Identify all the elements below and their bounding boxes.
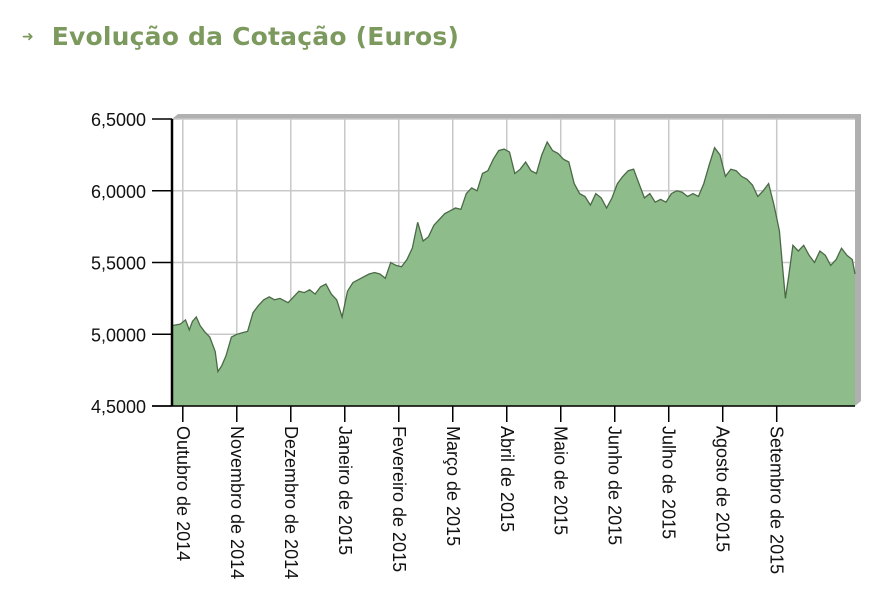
chart-axes	[152, 118, 855, 422]
x-tick-label: Agosto de 2015	[713, 426, 733, 552]
chart-header: ➜ Evolução da Cotação (Euros)	[22, 22, 459, 51]
x-tick-label: Abril de 2015	[497, 426, 517, 532]
y-axis-labels: 6,5000 6,0000 5,5000 5,0000 4,5000	[91, 110, 146, 417]
y-tick-label: 6,5000	[91, 110, 146, 130]
x-tick-label: Novembro de 2014	[227, 426, 247, 579]
y-tick-label: 5,5000	[91, 254, 146, 274]
price-area	[172, 142, 855, 406]
y-tick-label: 5,0000	[91, 325, 146, 345]
chart-title: Evolução da Cotação (Euros)	[51, 22, 460, 51]
price-line	[171, 140, 856, 374]
x-tick-label: Julho de 2015	[659, 426, 679, 539]
y-tick-label: 4,5000	[91, 397, 146, 417]
x-tick-label: Janeiro de 2015	[335, 426, 355, 555]
x-axis-labels: Outubro de 2014 Novembro de 2014 Dezembro …	[173, 426, 787, 579]
arrow-right-icon: ➜	[22, 28, 34, 45]
y-tick-label: 6,0000	[91, 182, 146, 202]
x-tick-label: Fevereiro de 2015	[389, 426, 409, 572]
x-tick-label: Outubro de 2014	[173, 426, 193, 561]
x-tick-label: Dezembro de 2014	[281, 426, 301, 579]
x-tick-label: Setembro de 2015	[767, 426, 787, 574]
x-tick-label: Maio de 2015	[551, 426, 571, 535]
chart-plot-area	[171, 140, 856, 406]
x-tick-label: Março de 2015	[443, 426, 463, 546]
x-tick-label: Junho de 2015	[605, 426, 625, 545]
